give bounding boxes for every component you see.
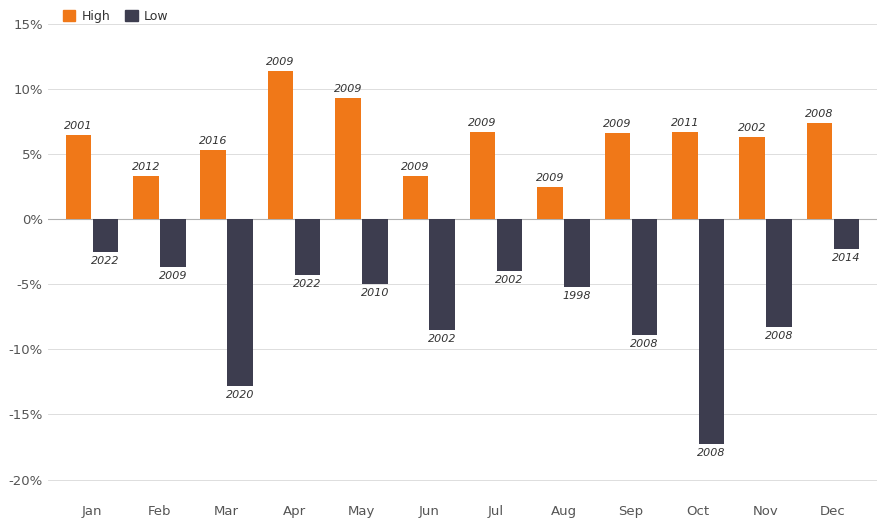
Text: 2022: 2022	[91, 256, 119, 266]
Bar	[834, 219, 859, 249]
Bar	[537, 187, 563, 219]
Text: 2009: 2009	[334, 84, 362, 94]
Text: 2010: 2010	[361, 288, 389, 298]
Text: 2022: 2022	[293, 279, 322, 289]
Bar	[227, 219, 253, 386]
Text: 2008: 2008	[697, 448, 726, 458]
Bar	[335, 98, 361, 219]
Bar	[672, 132, 697, 219]
Text: 2009: 2009	[266, 57, 295, 67]
Bar	[564, 219, 589, 287]
Text: 2009: 2009	[158, 271, 187, 281]
Text: 2002: 2002	[738, 123, 766, 133]
Bar	[201, 150, 226, 219]
Text: 2008: 2008	[630, 339, 658, 349]
Text: 2009: 2009	[603, 119, 632, 129]
Bar	[160, 219, 186, 267]
Text: 1998: 1998	[563, 291, 591, 301]
Text: 2002: 2002	[428, 334, 457, 344]
Bar	[766, 219, 792, 327]
Bar	[604, 133, 630, 219]
Text: 2008: 2008	[765, 331, 793, 341]
Bar	[806, 123, 832, 219]
Legend: High, Low: High, Low	[63, 9, 169, 23]
Text: 2009: 2009	[535, 173, 565, 183]
Bar	[496, 219, 522, 271]
Text: 2020: 2020	[226, 390, 255, 400]
Text: 2012: 2012	[132, 163, 160, 173]
Bar	[470, 132, 496, 219]
Bar	[65, 135, 91, 219]
Bar	[295, 219, 320, 275]
Text: 2011: 2011	[671, 118, 699, 128]
Bar	[362, 219, 388, 285]
Text: 2008: 2008	[805, 109, 834, 119]
Bar	[268, 71, 294, 219]
Bar	[403, 176, 428, 219]
Text: 2016: 2016	[199, 136, 227, 146]
Bar	[133, 176, 158, 219]
Text: 2014: 2014	[832, 253, 860, 263]
Text: 2001: 2001	[65, 120, 93, 130]
Bar	[699, 219, 725, 444]
Bar	[632, 219, 657, 335]
Text: 2009: 2009	[468, 118, 496, 128]
Bar	[93, 219, 119, 252]
Text: 2009: 2009	[401, 163, 429, 173]
Bar	[739, 137, 765, 219]
Text: 2002: 2002	[496, 275, 524, 285]
Bar	[429, 219, 455, 330]
